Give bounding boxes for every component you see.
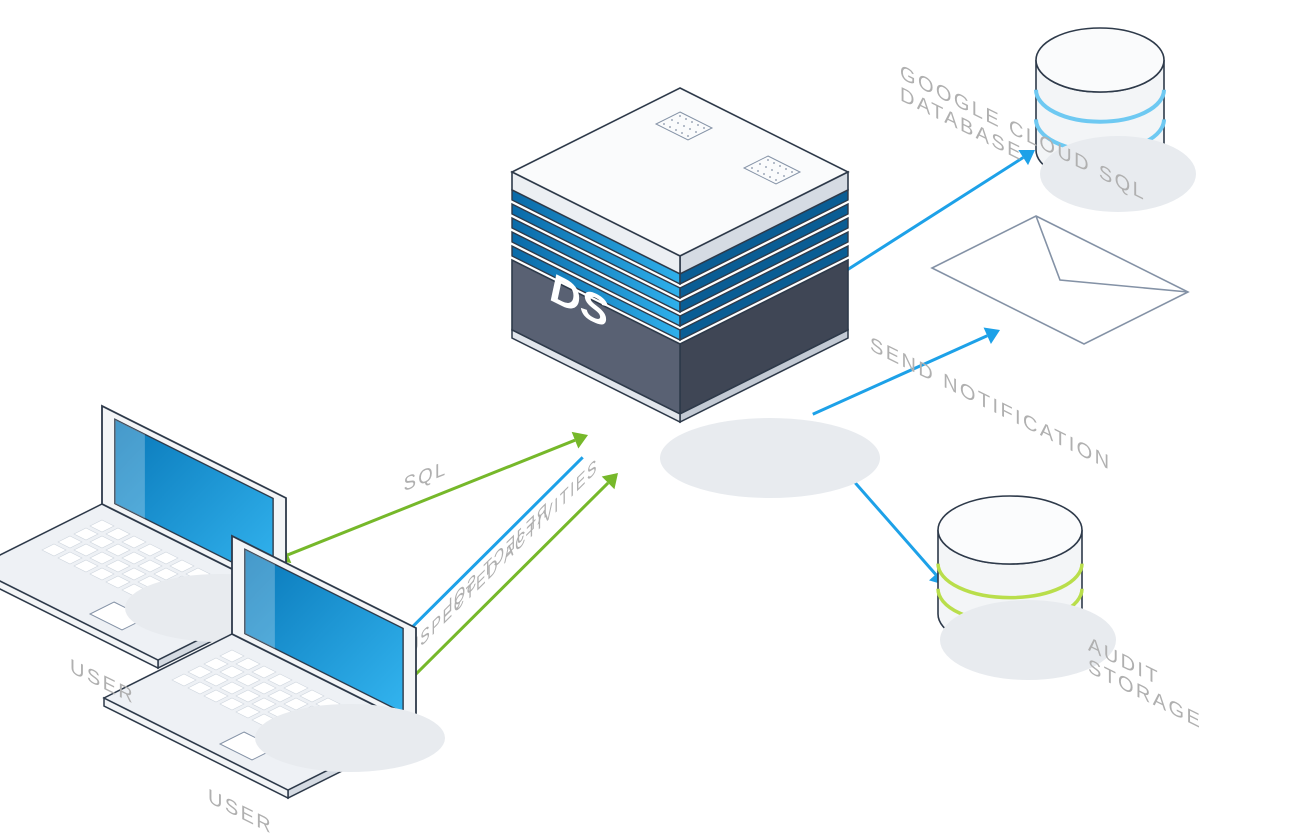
arrow-label-sql: SQL	[404, 457, 448, 497]
arrow-suspected	[410, 483, 608, 680]
shadow	[660, 418, 880, 498]
shadow	[255, 704, 445, 772]
envelope-icon	[932, 216, 1188, 344]
server-icon: DS	[512, 88, 848, 422]
label-mail-line0: SEND NOTIFICATION	[870, 333, 1111, 475]
label-user1-line0: USER	[70, 655, 135, 709]
label-user2-line0: USER	[208, 785, 273, 836]
